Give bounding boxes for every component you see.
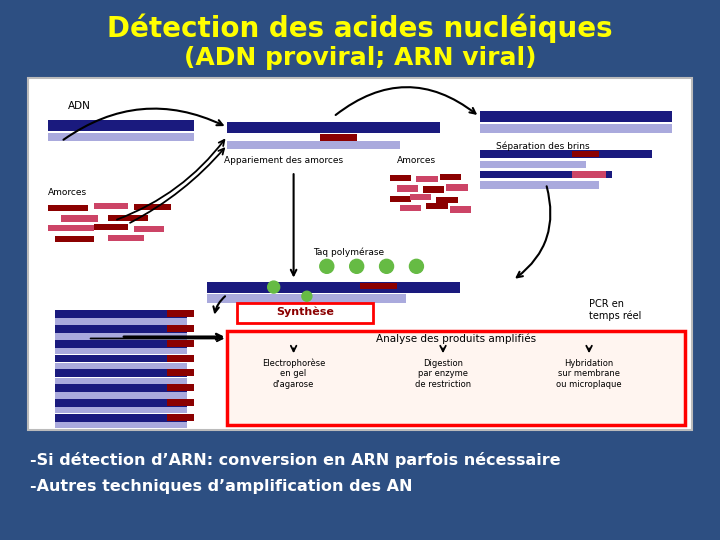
Text: PCR en
temps réel: PCR en temps réel xyxy=(589,299,642,321)
Text: -Si détection d’ARN: conversion en ARN parfois nécessaire: -Si détection d’ARN: conversion en ARN p… xyxy=(30,452,561,468)
Bar xyxy=(237,302,373,322)
Bar xyxy=(228,122,440,132)
Bar xyxy=(61,215,98,221)
Bar xyxy=(55,399,187,407)
Bar xyxy=(423,186,444,193)
Bar xyxy=(48,205,88,211)
Text: Taq polymérase: Taq polymérase xyxy=(313,247,384,257)
Bar xyxy=(360,282,397,289)
Bar xyxy=(207,294,407,303)
Bar xyxy=(168,369,194,376)
Bar xyxy=(55,235,94,242)
Bar xyxy=(168,414,194,421)
Bar xyxy=(55,393,187,399)
Bar xyxy=(480,150,652,158)
Bar xyxy=(28,78,692,430)
Bar xyxy=(48,120,194,131)
Bar xyxy=(480,161,586,168)
Bar xyxy=(397,185,418,192)
Bar xyxy=(108,235,144,241)
Bar xyxy=(390,175,411,181)
Bar xyxy=(480,111,672,122)
Text: Détection des acides nucléiques: Détection des acides nucléiques xyxy=(107,14,613,43)
Bar xyxy=(440,174,461,180)
Text: -Autres techniques d’amplification des AN: -Autres techniques d’amplification des A… xyxy=(30,480,413,495)
Bar xyxy=(168,399,194,406)
Circle shape xyxy=(379,259,394,273)
Bar xyxy=(94,203,127,210)
Bar xyxy=(410,194,431,200)
Text: Analyse des produits amplifiés: Analyse des produits amplifiés xyxy=(377,333,536,344)
Bar xyxy=(134,226,164,232)
Bar xyxy=(480,181,599,188)
Bar xyxy=(168,310,194,318)
Circle shape xyxy=(410,259,423,273)
Bar xyxy=(55,414,187,422)
Bar xyxy=(55,363,187,369)
Text: Amorces: Amorces xyxy=(397,156,436,165)
Bar xyxy=(320,133,356,140)
Bar xyxy=(449,206,471,213)
Bar xyxy=(207,282,459,293)
Text: Synthèse: Synthèse xyxy=(276,307,334,318)
Bar xyxy=(55,340,187,348)
Text: Séparation des brins: Séparation des brins xyxy=(496,142,590,151)
Bar xyxy=(168,355,194,362)
Bar xyxy=(55,310,187,318)
Bar xyxy=(480,171,612,178)
Bar xyxy=(55,369,187,377)
Bar xyxy=(228,332,685,425)
Bar xyxy=(480,124,672,132)
Bar xyxy=(436,197,458,204)
Bar xyxy=(55,422,187,428)
Bar xyxy=(134,204,171,211)
Bar xyxy=(94,224,127,231)
Bar xyxy=(168,384,194,391)
Bar xyxy=(168,325,194,332)
Bar xyxy=(55,407,187,414)
Circle shape xyxy=(350,259,364,273)
Text: Hybridation
sur membrane
ou microplaque: Hybridation sur membrane ou microplaque xyxy=(557,359,622,389)
Bar xyxy=(426,203,448,210)
Bar xyxy=(55,377,187,384)
Bar xyxy=(572,151,599,157)
Bar xyxy=(400,205,421,211)
Circle shape xyxy=(302,291,312,301)
Text: Electrophorèse
en gel
d'agarose: Electrophorèse en gel d'agarose xyxy=(262,359,325,389)
Bar xyxy=(416,176,438,182)
Bar xyxy=(108,214,148,221)
Text: (ADN proviral; ARN viral): (ADN proviral; ARN viral) xyxy=(184,46,536,70)
Text: Digestion
par enzyme
de restriction: Digestion par enzyme de restriction xyxy=(415,359,471,389)
Bar xyxy=(390,196,411,202)
Bar xyxy=(572,171,606,178)
Bar xyxy=(55,319,187,325)
Text: Amorces: Amorces xyxy=(48,188,87,197)
Bar xyxy=(55,348,187,354)
Circle shape xyxy=(320,259,334,273)
Bar xyxy=(228,140,400,150)
Circle shape xyxy=(268,281,279,293)
Bar xyxy=(48,225,94,232)
Text: Appariement des amorces: Appariement des amorces xyxy=(224,156,343,165)
Bar xyxy=(55,325,187,333)
Text: ADN: ADN xyxy=(68,101,91,111)
Bar xyxy=(55,355,187,362)
Bar xyxy=(168,340,194,347)
Bar xyxy=(55,384,187,392)
Bar xyxy=(446,184,467,191)
Bar xyxy=(48,132,194,141)
Bar xyxy=(55,333,187,340)
